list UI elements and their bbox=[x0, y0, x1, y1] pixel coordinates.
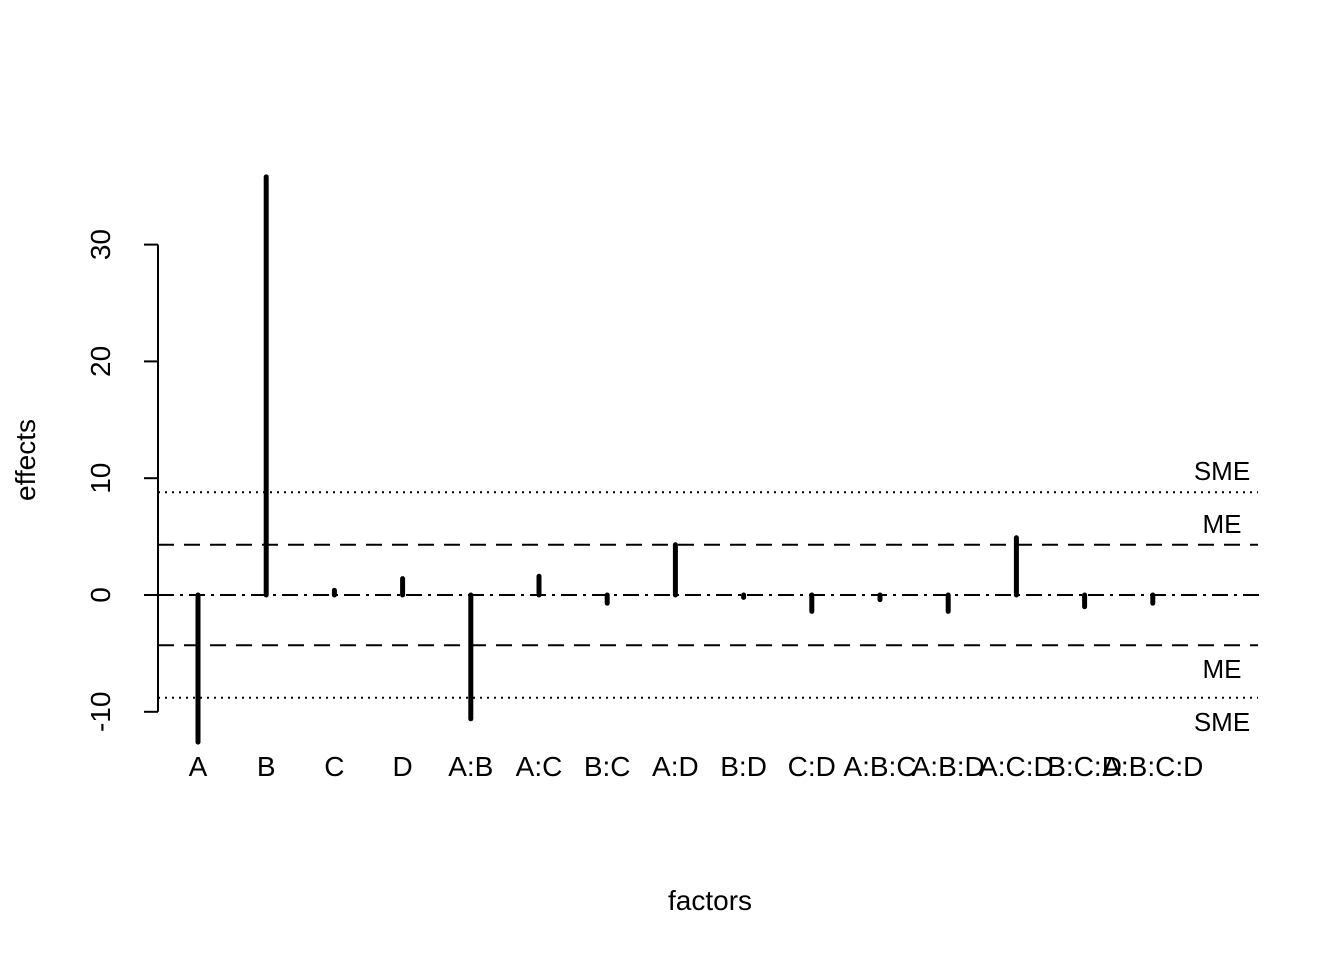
x-tick-label: D bbox=[392, 751, 412, 782]
me-label: ME bbox=[1203, 654, 1242, 684]
x-tick-label: A:C:D bbox=[979, 751, 1054, 782]
y-tick-label: 20 bbox=[85, 346, 116, 377]
x-tick-label: A:B:D bbox=[912, 751, 985, 782]
sme-label: SME bbox=[1194, 456, 1250, 486]
reference-lines bbox=[158, 491, 1264, 699]
x-tick-label: B bbox=[257, 751, 276, 782]
y-axis-title: effects bbox=[10, 419, 41, 501]
x-tick-label: B:C:D bbox=[1047, 751, 1122, 782]
y-tick-label: -10 bbox=[85, 692, 116, 732]
x-tick-label: A:B:C bbox=[843, 751, 916, 782]
effect-bars bbox=[195, 174, 1156, 745]
x-tick-label: A bbox=[189, 751, 208, 782]
y-tick-label: 0 bbox=[85, 587, 116, 603]
x-tick-label: A:D bbox=[652, 751, 699, 782]
reference-line-labels: SME ME ME SME bbox=[1194, 456, 1250, 737]
x-tick-label: A:B bbox=[448, 751, 493, 782]
me-label: ME bbox=[1203, 509, 1242, 539]
x-tick-label: C:D bbox=[788, 751, 836, 782]
x-tick-label: C bbox=[324, 751, 344, 782]
y-axis: -10 0 10 20 30 bbox=[85, 229, 159, 732]
x-tick-label: A:B:C:D bbox=[1102, 751, 1203, 782]
y-tick-label: 10 bbox=[85, 463, 116, 494]
x-tick-label: B:D bbox=[720, 751, 767, 782]
x-tick-label: B:C bbox=[584, 751, 631, 782]
x-tick-labels: A B C D A:B A:C B:C A:D B:D C:D A:B:CA:B:DA:C:DB:C… bbox=[189, 751, 1204, 782]
sme-label: SME bbox=[1194, 707, 1250, 737]
y-tick-label: 30 bbox=[85, 229, 116, 260]
x-tick-label: A:C bbox=[516, 751, 563, 782]
x-axis-title: factors bbox=[668, 885, 752, 916]
